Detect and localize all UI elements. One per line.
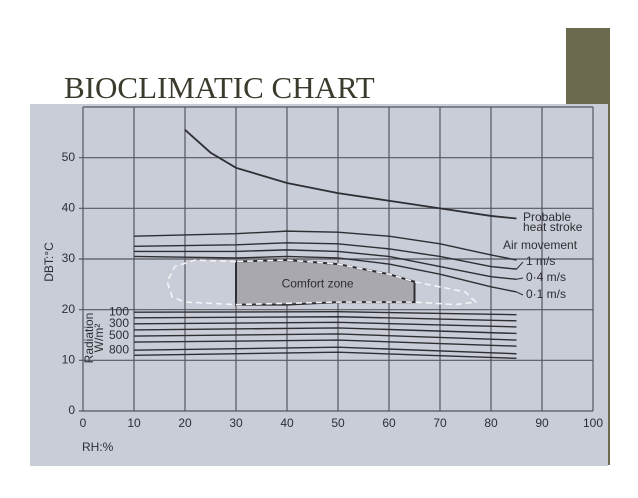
x-tick-label: 20 <box>178 416 192 430</box>
x-tick-label: 0 <box>80 416 87 430</box>
radiation-label: Radiation <box>82 313 96 364</box>
y-tick-label: 40 <box>62 201 76 215</box>
x-tick-label: 30 <box>229 416 243 430</box>
radiation-value-label: 300 <box>109 316 129 330</box>
radiation-label: W/m² <box>92 324 106 353</box>
comfort-zone-label: Comfort zone <box>282 277 354 291</box>
radiation-line <box>133 321 517 328</box>
radiation-line <box>133 351 517 360</box>
air-movement-label: Air movement <box>503 238 578 252</box>
y-axis-label: DBT:°C <box>42 242 56 282</box>
line <box>133 255 517 293</box>
slide-title: BIOCLIMATIC CHART <box>64 70 375 105</box>
radiation-line <box>133 316 517 322</box>
series-label: heat stroke <box>523 220 583 234</box>
line <box>134 249 517 280</box>
radiation-line <box>133 333 517 341</box>
comfort-zone-outline <box>166 259 478 306</box>
radiation-value-label: 500 <box>109 328 129 342</box>
radiation-value-label: 800 <box>109 342 129 356</box>
radiation-value-label: 100 <box>109 304 129 318</box>
x-tick-label: 60 <box>382 416 396 430</box>
x-tick-label: 70 <box>433 416 447 430</box>
line <box>133 242 517 270</box>
x-tick-label: 40 <box>280 416 294 430</box>
leader-line <box>516 261 524 270</box>
radiation-line <box>133 310 517 316</box>
series-label: 0·1 m/s <box>526 287 566 301</box>
series-label: Probable <box>523 210 571 224</box>
y-tick-label: 0 <box>68 403 75 417</box>
line <box>184 129 517 220</box>
leader-line <box>516 291 524 296</box>
x-tick-label: 10 <box>127 416 141 430</box>
x-tick-label: 50 <box>331 416 345 430</box>
line <box>133 230 517 261</box>
series-label: 0·4 m/s <box>526 270 566 284</box>
radiation-line <box>133 327 517 335</box>
x-axis-label: RH:% <box>82 440 114 454</box>
x-tick-label: 90 <box>535 416 549 430</box>
radiation-line <box>133 346 517 355</box>
y-tick-label: 50 <box>62 150 76 164</box>
leader-line <box>516 277 524 280</box>
radiation-line <box>133 339 517 347</box>
series-label: 1 m/s <box>526 254 555 268</box>
y-tick-label: 20 <box>62 302 76 316</box>
x-tick-label: 100 <box>583 416 603 430</box>
y-tick-label: 10 <box>62 353 76 367</box>
y-tick-label: 30 <box>62 251 76 265</box>
x-tick-label: 80 <box>484 416 498 430</box>
